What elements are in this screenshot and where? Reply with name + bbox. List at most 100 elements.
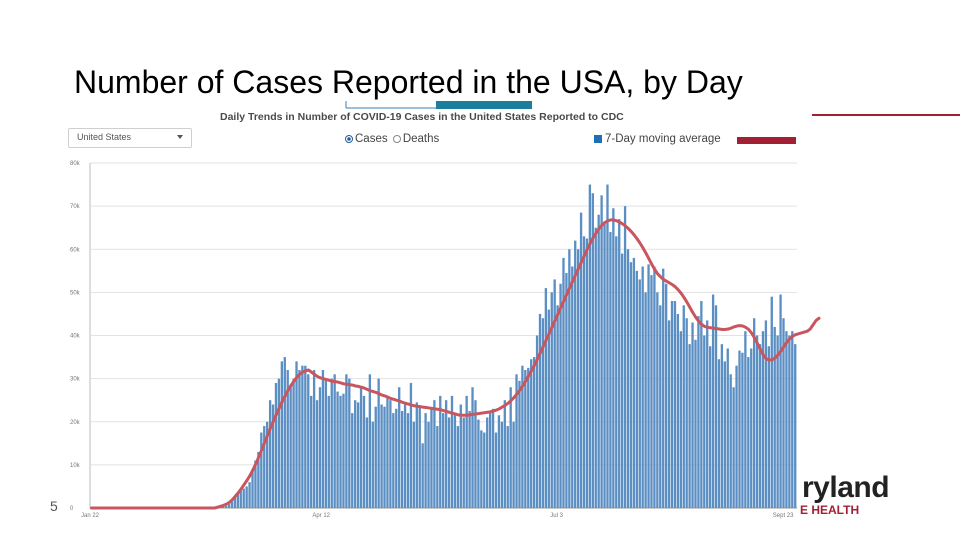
- bar: [626, 249, 630, 508]
- region-select-value: United States: [77, 132, 132, 142]
- bar: [307, 374, 310, 508]
- bar: [659, 305, 662, 508]
- radio-deaths-label: Deaths: [402, 133, 440, 145]
- bar: [389, 400, 392, 508]
- bar: [735, 365, 738, 508]
- bar: [486, 417, 489, 508]
- chart-title: Daily Trends in Number of COVID-19 Cases…: [220, 111, 624, 123]
- bar: [744, 331, 747, 508]
- bar: [629, 262, 633, 508]
- bar: [729, 374, 732, 508]
- bar: [700, 301, 703, 508]
- bar: [450, 395, 454, 509]
- bar: [403, 402, 407, 508]
- bar-layer: [216, 184, 797, 509]
- bar: [644, 292, 647, 509]
- y-tick-label: 0: [70, 506, 74, 512]
- header-accent-line-right: [812, 114, 960, 116]
- bar: [251, 469, 254, 508]
- radio-empty-icon: [392, 135, 401, 143]
- bar: [609, 232, 612, 508]
- y-tick-label: 60k: [70, 247, 81, 253]
- bar: [656, 292, 659, 509]
- radio-selected-icon: [345, 135, 353, 143]
- bar: [248, 482, 251, 509]
- bar: [380, 404, 383, 508]
- bar: [662, 268, 665, 508]
- bar: [588, 184, 592, 508]
- bar: [318, 387, 322, 508]
- bar: [506, 426, 509, 508]
- bar: [330, 378, 333, 509]
- bar: [439, 395, 442, 509]
- bar: [398, 387, 401, 508]
- bar: [321, 370, 325, 508]
- x-tick-label: Sept 23: [773, 513, 794, 519]
- bar: [794, 344, 797, 509]
- bar: [474, 400, 477, 508]
- bar: [286, 370, 289, 508]
- bar: [468, 410, 471, 508]
- radio-cases-label: Cases: [355, 133, 388, 145]
- bar: [483, 432, 486, 508]
- bar: [512, 421, 515, 508]
- x-tick-label: Jan 22: [81, 513, 100, 519]
- checkbox-checked-icon: [594, 135, 602, 143]
- bar: [574, 240, 577, 509]
- bar: [770, 296, 773, 508]
- region-select[interactable]: United States: [68, 128, 192, 148]
- bar: [336, 391, 339, 508]
- bar: [547, 309, 550, 509]
- bar: [477, 419, 480, 508]
- bar: [711, 294, 715, 508]
- radio-cases[interactable]: Cases: [345, 133, 388, 145]
- bar: [750, 348, 753, 508]
- bar: [324, 378, 328, 509]
- bar: [612, 208, 615, 508]
- bar: [491, 408, 495, 508]
- y-tick-label: 10k: [70, 463, 81, 469]
- bar: [682, 305, 685, 508]
- bar: [688, 344, 691, 509]
- bar: [442, 413, 445, 509]
- bar: [368, 374, 372, 508]
- bar: [409, 382, 413, 508]
- bar: [412, 421, 416, 508]
- bar: [788, 335, 791, 508]
- bar: [371, 421, 374, 508]
- bar: [421, 443, 424, 508]
- y-tick-label: 70k: [70, 204, 81, 210]
- bar: [579, 212, 583, 508]
- title-accent-lines: [345, 101, 532, 109]
- bar: [424, 413, 427, 509]
- slide-title: Number of Cases Reported in the USA, by …: [74, 64, 743, 100]
- bar: [444, 400, 448, 508]
- bar: [717, 359, 721, 508]
- bar: [726, 348, 729, 508]
- bar: [359, 387, 363, 508]
- bar: [773, 326, 776, 509]
- y-tick-label: 30k: [70, 377, 81, 383]
- bar: [351, 413, 354, 509]
- bar: [591, 193, 594, 508]
- bar: [295, 361, 298, 509]
- bar: [664, 283, 668, 508]
- bar: [597, 214, 600, 508]
- bar: [462, 417, 465, 508]
- bar: [230, 501, 234, 508]
- bar: [758, 344, 762, 509]
- moving-average-label: 7-Day moving average: [605, 133, 721, 145]
- bar: [603, 223, 606, 509]
- bar: [615, 236, 618, 508]
- bar: [436, 426, 439, 508]
- moving-average-toggle[interactable]: 7-Day moving average: [594, 133, 721, 145]
- bar: [456, 426, 460, 508]
- bar: [254, 460, 257, 508]
- bar: [667, 320, 671, 508]
- bar: [685, 318, 688, 508]
- radio-deaths[interactable]: Deaths: [392, 133, 440, 145]
- bar: [280, 361, 284, 509]
- bar: [260, 432, 263, 508]
- bar: [676, 313, 680, 508]
